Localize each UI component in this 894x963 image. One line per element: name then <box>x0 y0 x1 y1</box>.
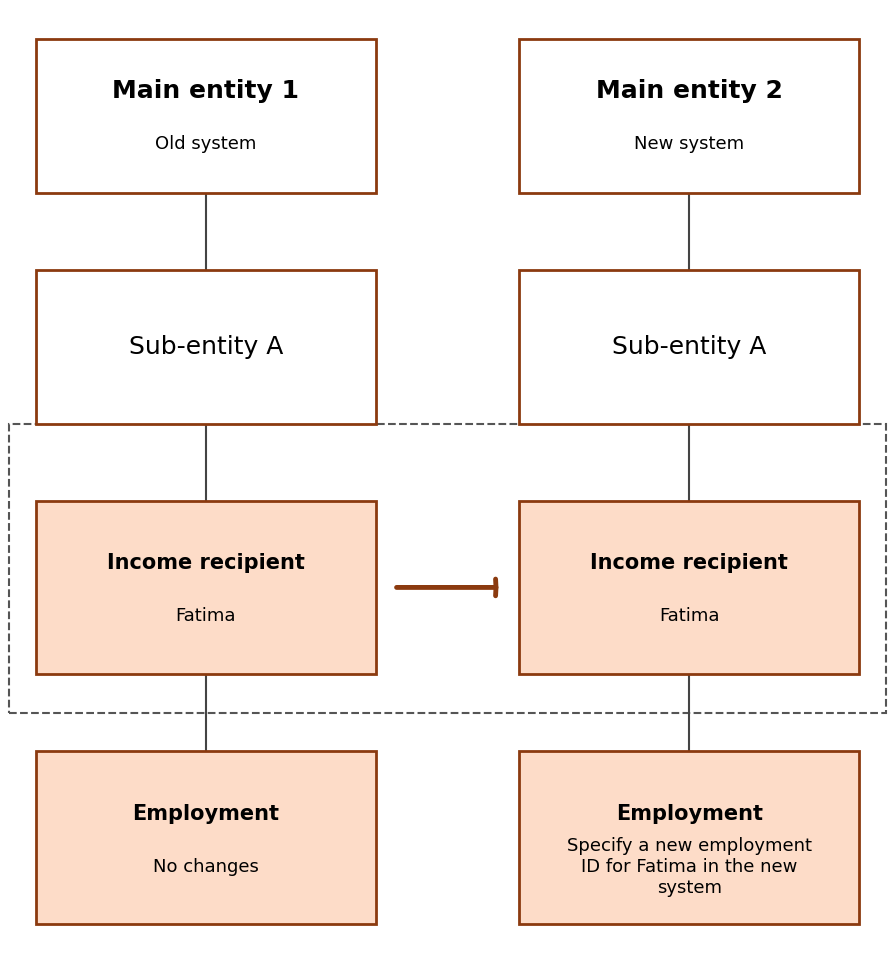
Text: No changes: No changes <box>153 858 258 875</box>
Bar <box>9 424 885 713</box>
Text: Old system: Old system <box>155 136 257 153</box>
Text: Specify a new employment
ID for Fatima in the new
system: Specify a new employment ID for Fatima i… <box>566 837 811 897</box>
FancyBboxPatch shape <box>519 501 858 674</box>
Text: Employment: Employment <box>615 804 762 823</box>
FancyBboxPatch shape <box>519 751 858 924</box>
Text: Income recipient: Income recipient <box>106 554 305 573</box>
Text: Sub-entity A: Sub-entity A <box>611 335 765 358</box>
FancyBboxPatch shape <box>519 270 858 424</box>
FancyBboxPatch shape <box>519 39 858 193</box>
Text: Employment: Employment <box>132 804 279 823</box>
FancyBboxPatch shape <box>36 39 375 193</box>
FancyBboxPatch shape <box>36 751 375 924</box>
Text: Main entity 1: Main entity 1 <box>113 80 299 103</box>
FancyBboxPatch shape <box>36 501 375 674</box>
Text: Sub-entity A: Sub-entity A <box>129 335 283 358</box>
FancyBboxPatch shape <box>36 270 375 424</box>
Text: New system: New system <box>633 136 744 153</box>
Text: Main entity 2: Main entity 2 <box>595 80 781 103</box>
Text: Income recipient: Income recipient <box>589 554 788 573</box>
Text: Fatima: Fatima <box>175 608 236 625</box>
Text: Fatima: Fatima <box>658 608 719 625</box>
